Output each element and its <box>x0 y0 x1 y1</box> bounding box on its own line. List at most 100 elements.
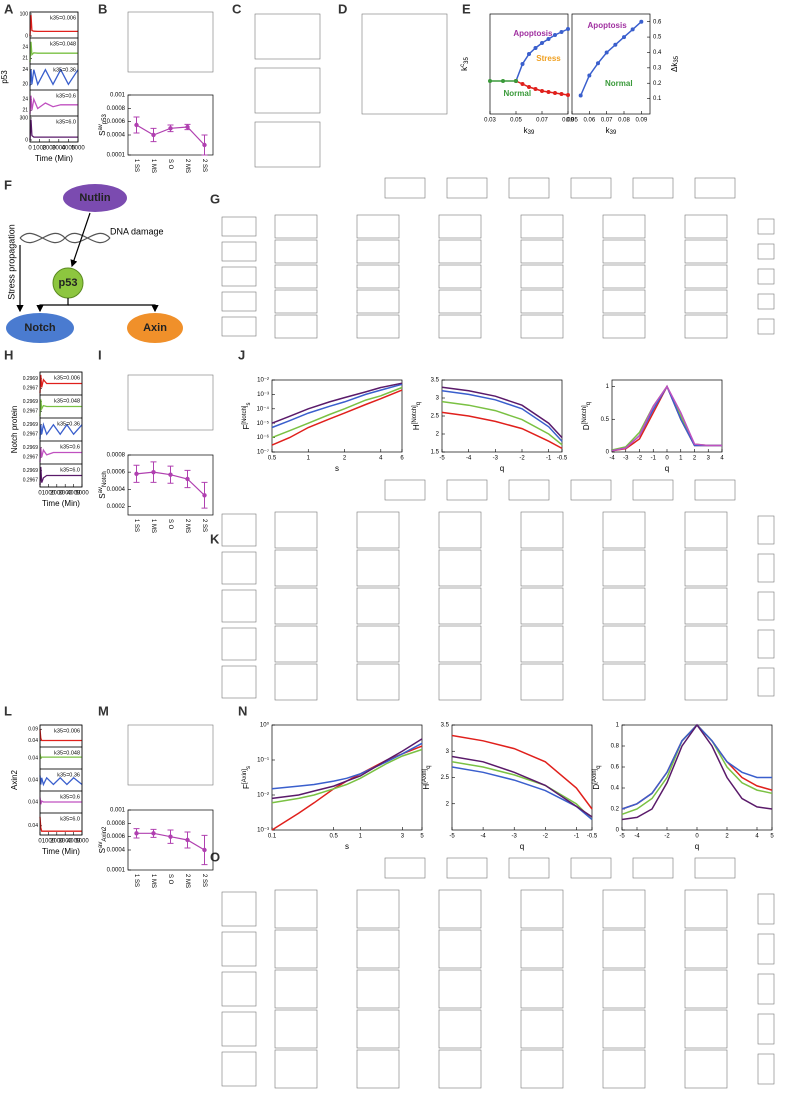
series-label: k35=0.6 <box>60 794 80 800</box>
axis-label: Time (Min) <box>42 499 80 508</box>
axis-label-part: p53 <box>0 70 9 84</box>
axis-label-part: D <box>582 424 591 430</box>
point <box>559 30 564 34</box>
y-tick-label: 21 <box>22 56 28 62</box>
point <box>546 90 551 94</box>
y-tick-label: 2.5 <box>441 775 450 781</box>
sub-plot-frame <box>356 663 400 701</box>
sub-plot-frame <box>438 214 482 239</box>
x-tick-label: 0.06 <box>583 118 595 124</box>
y-tick-label: 24 <box>22 45 28 51</box>
annotation: Normal <box>605 79 633 88</box>
sub-plot-frame <box>384 177 426 199</box>
sub-plot-frame <box>757 218 775 235</box>
axis-label-part: k <box>606 126 611 135</box>
series-line <box>441 386 563 439</box>
point <box>553 91 557 95</box>
sub-plot-frame <box>438 587 482 625</box>
x-tick-label: 0.09 <box>562 118 574 124</box>
series-label: k35=6.0 <box>56 119 76 125</box>
axis-label-part: s <box>246 403 252 406</box>
x-tick-label: -3 <box>493 456 499 462</box>
axis-label-part: Axin2 <box>102 826 108 842</box>
y-tick-label: 0.2969 <box>23 376 39 382</box>
point <box>202 847 207 853</box>
y-tick-label: 3.5 <box>431 378 440 384</box>
sub-plot-frame <box>602 314 646 339</box>
axis-label: kc35 <box>460 57 470 71</box>
series-label: k35=0.006 <box>54 728 80 734</box>
y-tick-label: 20 <box>22 82 28 88</box>
axis-label-part: 39 <box>528 130 535 136</box>
series-line <box>271 742 423 790</box>
y-tick-label: 0.0002 <box>107 504 126 510</box>
point <box>168 472 173 477</box>
diagram-label: Stress propagation <box>6 224 16 300</box>
x-tick-label: -0.5 <box>587 834 598 840</box>
sub-plot-frame <box>127 374 214 431</box>
series-line <box>39 816 82 832</box>
y-tick-label: 0.2967 <box>23 386 39 392</box>
sub-plot-frame <box>520 625 564 663</box>
x-tick-label: 2000 <box>50 839 64 845</box>
y-tick-label: 0.4 <box>611 786 620 792</box>
arrow <box>36 298 69 313</box>
sub-plot-frame <box>520 214 564 239</box>
x-tick-label: 0.07 <box>536 118 548 124</box>
sub-plot-frame <box>520 264 564 289</box>
x-tick-label: -2 <box>543 834 549 840</box>
y-tick-label: 10⁻⁵ <box>257 420 270 427</box>
point <box>151 132 156 138</box>
sub-plot-frame <box>602 929 646 969</box>
sub-plot-frame <box>446 479 488 501</box>
sub-plot-frame <box>438 239 482 264</box>
axis-label-part: av <box>98 124 104 130</box>
point <box>587 73 592 78</box>
x-tick-label: 5000 <box>75 839 89 845</box>
axis-label: q <box>665 464 669 473</box>
y-tick-label: 0.0004 <box>107 487 126 493</box>
series-label: k35=0.048 <box>54 398 80 404</box>
x-tick-label: 5 <box>420 834 424 840</box>
sub-plot-frame <box>508 857 550 879</box>
point <box>514 79 518 83</box>
point <box>202 142 207 148</box>
y-tick-label: 1 <box>616 723 620 729</box>
x-tick-label: -5 <box>439 456 445 462</box>
sub-plot-frame <box>221 931 257 967</box>
sub-plot-frame <box>221 316 257 337</box>
sub-plot-frame <box>221 216 257 237</box>
x-tick-label: 2 SS <box>201 519 207 532</box>
y-tick-label: 0.8 <box>611 744 620 750</box>
sub-plot-frame <box>602 214 646 239</box>
axis-label-part: [Axin] <box>242 769 248 784</box>
sub-plot-frame <box>684 929 728 969</box>
y-tick-label: 24 <box>22 67 28 73</box>
x-tick-label: -1 <box>574 834 580 840</box>
x-tick-label: S O <box>167 519 173 530</box>
plot-frame <box>127 454 214 516</box>
x-tick-label: 0 <box>28 146 32 152</box>
axis-label: q <box>500 464 504 473</box>
x-tick-label: -2 <box>637 456 643 462</box>
plot-frame <box>29 11 79 143</box>
annotation: Normal <box>504 89 532 98</box>
point <box>533 46 538 50</box>
y-tick-label: 0.0006 <box>107 119 126 125</box>
sub-plot-frame <box>684 239 728 264</box>
sub-plot-frame <box>757 515 775 545</box>
sub-plot-frame <box>684 969 728 1009</box>
plot-frame <box>571 13 651 115</box>
sub-plot-frame <box>684 549 728 587</box>
axis-label: Notch protein <box>10 406 19 454</box>
y-tick-label: 2 <box>436 432 440 438</box>
axis-label-part: q <box>520 842 524 851</box>
y-tick-label: 2 <box>446 801 450 807</box>
sub-plot-frame <box>520 511 564 549</box>
x-tick-label: -4 <box>609 456 615 462</box>
axis-label: p53 <box>0 70 9 84</box>
y-tick-label: 3 <box>436 396 440 402</box>
point <box>566 27 570 31</box>
sub-plot-frame <box>356 239 400 264</box>
sub-plot-frame <box>221 1011 257 1047</box>
